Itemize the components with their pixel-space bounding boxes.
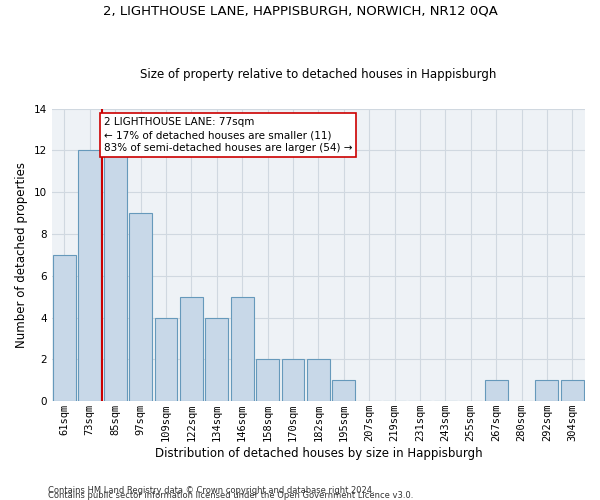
Bar <box>180 296 203 401</box>
Bar <box>231 296 254 401</box>
Bar <box>79 150 101 401</box>
Bar <box>155 318 178 401</box>
Bar <box>535 380 559 401</box>
Bar <box>129 213 152 401</box>
Bar <box>485 380 508 401</box>
Bar <box>281 360 304 401</box>
Bar <box>205 318 228 401</box>
Text: 2, LIGHTHOUSE LANE, HAPPISBURGH, NORWICH, NR12 0QA: 2, LIGHTHOUSE LANE, HAPPISBURGH, NORWICH… <box>103 5 497 18</box>
Bar <box>561 380 584 401</box>
Bar <box>53 255 76 401</box>
Y-axis label: Number of detached properties: Number of detached properties <box>15 162 28 348</box>
Bar <box>256 360 279 401</box>
Text: Contains public sector information licensed under the Open Government Licence v3: Contains public sector information licen… <box>48 491 413 500</box>
Bar <box>307 360 330 401</box>
Text: 2 LIGHTHOUSE LANE: 77sqm
← 17% of detached houses are smaller (11)
83% of semi-d: 2 LIGHTHOUSE LANE: 77sqm ← 17% of detach… <box>104 117 352 154</box>
Text: Contains HM Land Registry data © Crown copyright and database right 2024.: Contains HM Land Registry data © Crown c… <box>48 486 374 495</box>
Bar <box>332 380 355 401</box>
Bar <box>104 150 127 401</box>
Title: Size of property relative to detached houses in Happisburgh: Size of property relative to detached ho… <box>140 68 497 81</box>
X-axis label: Distribution of detached houses by size in Happisburgh: Distribution of detached houses by size … <box>155 447 482 460</box>
